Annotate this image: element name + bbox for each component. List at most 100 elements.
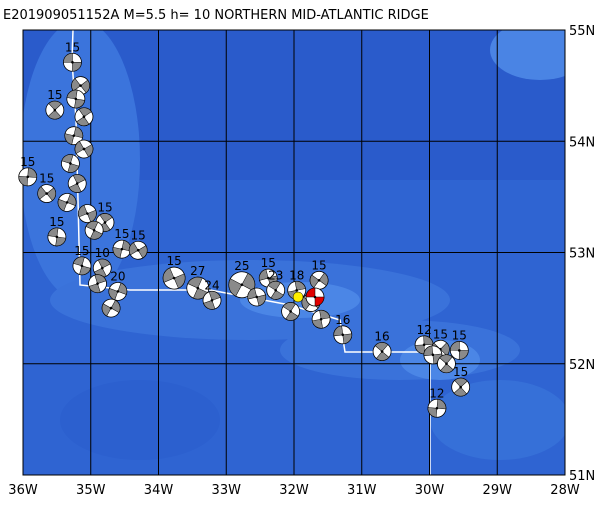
lon-tick-label: 32W (279, 483, 309, 498)
ball-quadrant (63, 53, 82, 72)
ball-quadrant (267, 281, 284, 300)
focal-mechanism (427, 398, 447, 418)
event-label: 15 (114, 227, 129, 241)
ball-axis (45, 192, 49, 195)
ball-axis (458, 349, 461, 352)
map-title: E201909051152A M=5.5 h= 10 NORTHERN MID-… (3, 8, 429, 23)
ball-quadrant (47, 100, 62, 120)
event-label: 25 (234, 259, 249, 273)
focal-mechanism (66, 89, 86, 109)
focal-mechanism (305, 287, 325, 307)
ball-axis (71, 60, 74, 64)
focal-mechanism (112, 239, 132, 259)
focal-mechanism (266, 280, 286, 300)
ball-axis (72, 134, 76, 137)
ball-quadrant (85, 221, 103, 240)
event-label: 15 (65, 40, 80, 54)
ball-axis (65, 201, 69, 204)
event-label: 16 (335, 313, 350, 327)
event-label: 15 (453, 365, 468, 379)
ball-quadrant (47, 227, 67, 247)
lon-tick-label: 35W (76, 483, 106, 498)
event-label: 15 (433, 327, 448, 341)
ball-axis (317, 279, 321, 282)
ball-quadrant (74, 140, 94, 158)
event-label: 15 (166, 254, 181, 268)
ball-axis (319, 317, 323, 321)
focal-mechanism (88, 274, 107, 294)
lon-tick-label: 36W (8, 483, 38, 498)
focal-mechanism (47, 227, 67, 247)
lon-tick-label: 34W (144, 483, 174, 498)
focal-mechanism (311, 309, 331, 329)
focal-mechanism (449, 340, 469, 360)
ball-axis (136, 248, 140, 252)
ball-quadrant (101, 299, 121, 317)
focal-mechanism (74, 107, 94, 127)
ball-axis (69, 162, 72, 165)
ball-axis (172, 276, 176, 280)
focal-mechanism (64, 126, 84, 146)
focal-mechanism (18, 167, 38, 187)
ball-axis (295, 289, 299, 292)
focal-mechanism (309, 270, 329, 290)
ball-axis (445, 362, 448, 366)
ball-axis (266, 276, 270, 280)
ball-axis (196, 286, 200, 290)
ball-quadrant (309, 272, 329, 288)
event-label: 12 (416, 323, 431, 337)
focal-mechanism (67, 174, 87, 193)
ball-axis (75, 182, 79, 185)
event-label: 12 (429, 386, 444, 400)
plate-boundary (71, 30, 431, 475)
event-label: 24 (204, 278, 219, 292)
ball-axis (55, 235, 59, 239)
event-label: 15 (39, 172, 54, 186)
lat-tick-label: 51N (569, 469, 595, 484)
ball-quadrant (57, 193, 77, 212)
lat-tick-label: 53N (569, 247, 595, 262)
ball-axis (82, 147, 86, 151)
ball-axis (313, 295, 317, 299)
ball-quadrant (76, 107, 92, 127)
event-label: 15 (261, 256, 276, 270)
event-label: 15 (47, 88, 62, 102)
ball-axis (341, 333, 345, 337)
ball-axis (103, 221, 107, 224)
focal-mechanism (74, 139, 94, 159)
event-label: 16 (374, 330, 389, 344)
focal-mechanism (333, 325, 353, 345)
focal-mechanism (77, 204, 97, 223)
ball-axis (100, 266, 104, 270)
ball-axis (26, 175, 30, 179)
ball-quadrant (427, 399, 447, 418)
ball-quadrant (72, 256, 91, 276)
event-label: 15 (311, 258, 326, 272)
ball-axis (274, 289, 278, 292)
ball-axis (53, 108, 57, 112)
ball-axis (116, 290, 120, 293)
ball-axis (431, 353, 435, 357)
ball-quadrant (64, 126, 84, 145)
ball-quadrant (282, 302, 299, 321)
ball-quadrant (439, 354, 454, 373)
ball-axis (459, 385, 462, 389)
ball-axis (210, 299, 214, 302)
focal-mechanism (162, 266, 186, 290)
focal-mechanism (84, 220, 104, 240)
event-label: 15 (20, 155, 35, 169)
lon-tick-label: 30W (415, 483, 445, 498)
ball-axis (80, 264, 84, 268)
ball-quadrant (450, 341, 469, 360)
ball-quadrant (247, 287, 266, 307)
ball-axis (109, 306, 113, 310)
focal-mechanism (186, 276, 210, 300)
ball-quadrant (374, 342, 390, 361)
focal-mechanism (247, 287, 267, 307)
focal-mechanism (57, 193, 77, 212)
ball-quadrant (61, 154, 80, 173)
focal-mechanism (228, 271, 256, 299)
focal-mechanism (423, 345, 443, 365)
epicenter (292, 291, 304, 303)
